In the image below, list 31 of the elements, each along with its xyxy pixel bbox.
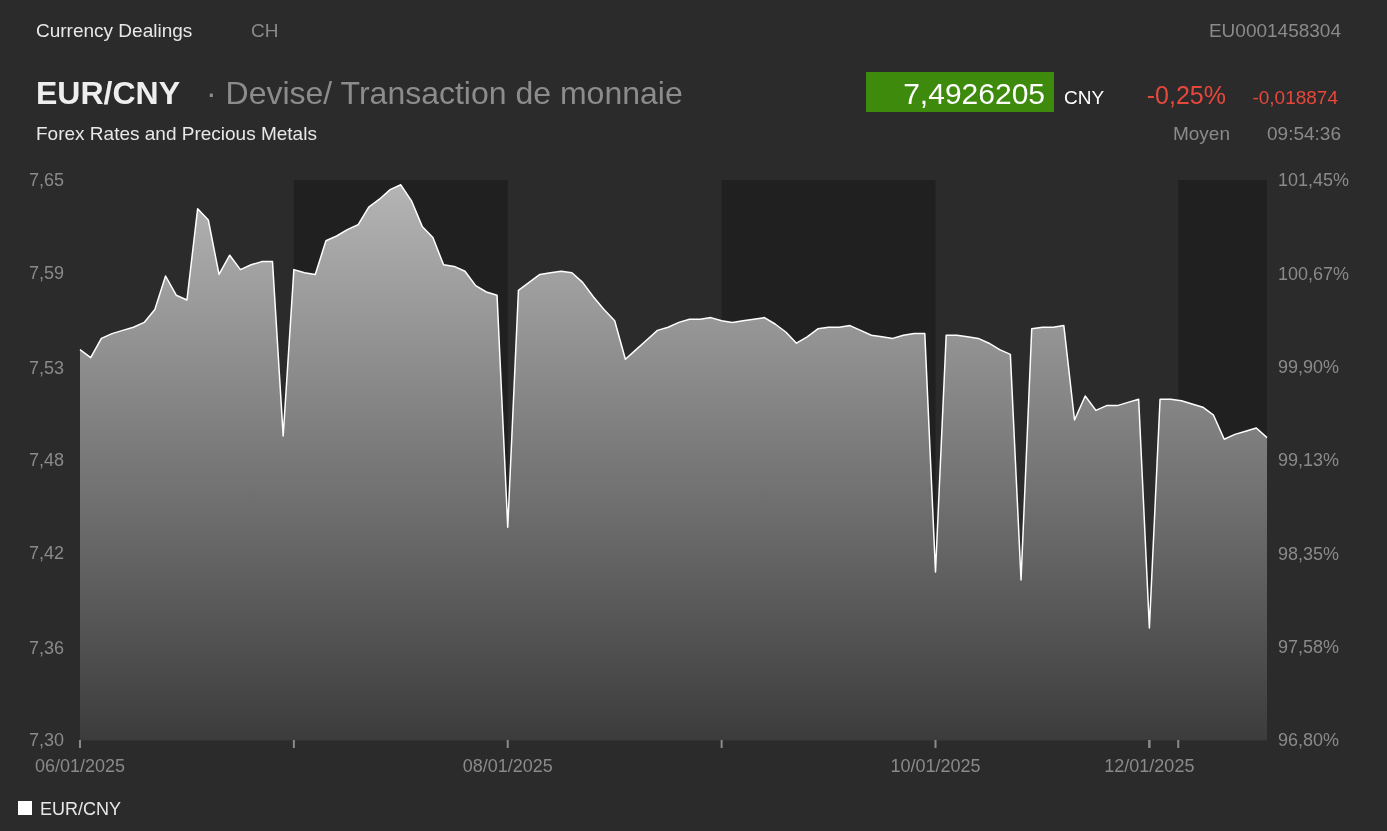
y2-tick-label: 96,80% <box>1278 730 1340 751</box>
y2-tick-label: 101,45% <box>1278 170 1350 191</box>
text: Forex Rates and Precious Metals <box>36 123 317 144</box>
x-tick-label: 12/01/2025 <box>1104 756 1195 776</box>
text: Moyen <box>1172 123 1230 144</box>
y-tick-label: 7,48 <box>28 450 64 471</box>
y-tick-label: 7,65 <box>28 170 64 191</box>
text: Currency Dealings <box>36 20 193 41</box>
text: -0,018874 <box>1252 87 1339 108</box>
text: CNY <box>1064 87 1105 108</box>
y-tick-label: 7,30 <box>28 730 64 751</box>
y-tick-label: 7,53 <box>28 357 64 378</box>
chart-title: EUR/CNY <box>36 75 181 111</box>
text: EU0001458304 <box>1208 20 1342 41</box>
text: -0,25% <box>1146 81 1226 109</box>
text: 7,4926205 <box>903 77 1045 110</box>
legend-label: EUR/CNY <box>40 799 122 819</box>
chart-subtitle: · Devise/ Transaction de monnaie <box>206 75 683 111</box>
text: CH <box>251 20 279 41</box>
x-tick-label: 06/01/2025 <box>34 756 126 776</box>
y-tick-label: 7,59 <box>28 263 64 284</box>
y2-tick-label: 99,90% <box>1278 356 1340 377</box>
y2-tick-label: 98,35% <box>1278 543 1340 564</box>
x-tick-label: 08/01/2025 <box>462 756 553 776</box>
text: 09:54:36 <box>1267 123 1341 144</box>
x-tick-label: 10/01/2025 <box>890 756 981 776</box>
y-tick-label: 7,36 <box>28 637 64 658</box>
y2-tick-label: 99,13% <box>1278 450 1340 471</box>
y2-tick-label: 100,67% <box>1278 263 1350 284</box>
y-tick-label: 7,42 <box>28 543 64 564</box>
y2-tick-label: 97,58% <box>1278 636 1340 657</box>
